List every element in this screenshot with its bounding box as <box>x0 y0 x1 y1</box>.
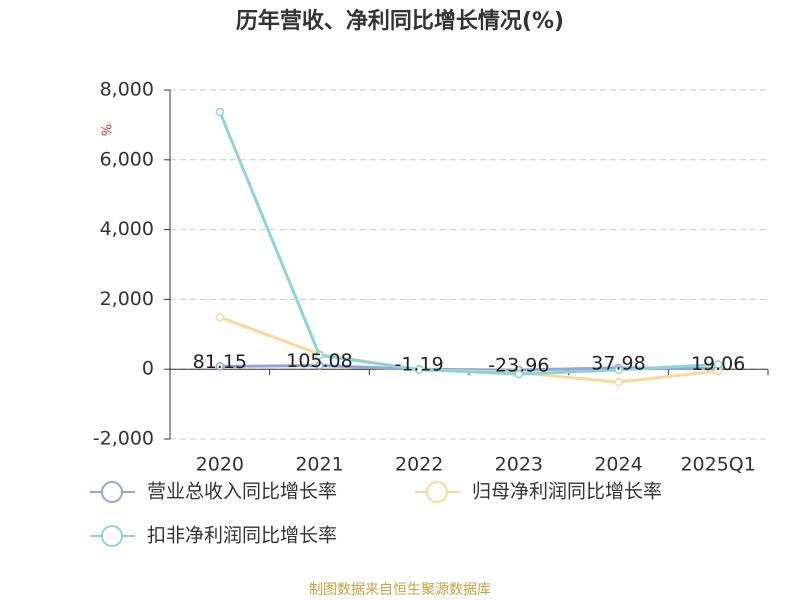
legend-marker <box>101 525 123 547</box>
data-label: -1.19 <box>395 354 444 376</box>
point <box>215 312 225 322</box>
legend-marker <box>101 481 123 503</box>
point <box>215 362 225 371</box>
point <box>414 365 424 374</box>
y-tick-label: 6,000 <box>100 148 154 170</box>
y-tick-label: -2,000 <box>93 428 154 450</box>
point <box>215 107 225 117</box>
point <box>315 350 324 360</box>
y-tick-label: 2,000 <box>100 288 154 310</box>
x-tick-label: 2023 <box>495 454 543 476</box>
x-tick-label: 2020 <box>196 454 244 476</box>
y-tick-label: 8,000 <box>100 79 154 101</box>
data-label: -23.96 <box>488 355 549 377</box>
data-label: 19.06 <box>691 353 745 375</box>
point <box>514 369 524 379</box>
y-tick-label: 4,000 <box>100 218 154 240</box>
legend-marker <box>426 481 448 503</box>
series-line <box>218 111 719 376</box>
y-unit: % <box>98 124 113 136</box>
x-tick-label: 2022 <box>395 454 443 476</box>
x-tick-label: 2025Q1 <box>680 454 755 476</box>
legend-label: 归母净利润同比增长率 <box>472 481 662 503</box>
x-tick-label: 2024 <box>594 454 642 476</box>
data-label: 105.08 <box>286 350 352 372</box>
data-label: 37.98 <box>591 352 645 374</box>
legend-label: 扣非净利润同比增长率 <box>147 525 337 547</box>
point <box>614 365 623 375</box>
legend-label: 营业总收入同比增长率 <box>147 481 337 503</box>
y-tick-label: 0 <box>142 358 154 380</box>
point <box>614 377 623 387</box>
chart-title: 历年营收、净利同比增长情况(%) <box>236 8 564 34</box>
data-label: 81.15 <box>193 351 247 373</box>
point <box>713 360 723 369</box>
x-tick-label: 2021 <box>295 454 343 476</box>
source: 制图数据来自恒生聚源数据库 <box>309 582 491 598</box>
point <box>315 361 324 370</box>
